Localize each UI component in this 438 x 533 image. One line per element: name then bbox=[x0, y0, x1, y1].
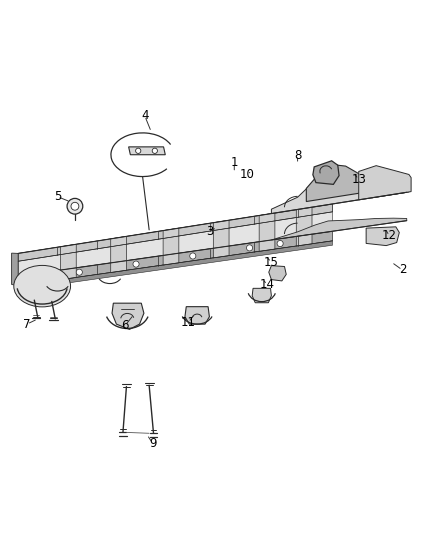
Polygon shape bbox=[366, 227, 399, 246]
Text: 6: 6 bbox=[121, 319, 129, 332]
Polygon shape bbox=[359, 166, 411, 200]
Polygon shape bbox=[18, 204, 332, 261]
Circle shape bbox=[133, 261, 139, 267]
Circle shape bbox=[152, 148, 157, 154]
Polygon shape bbox=[213, 220, 229, 258]
Circle shape bbox=[247, 245, 253, 251]
Polygon shape bbox=[252, 288, 272, 303]
Polygon shape bbox=[272, 172, 407, 214]
Polygon shape bbox=[12, 253, 18, 286]
Polygon shape bbox=[306, 165, 367, 201]
Text: 11: 11 bbox=[181, 316, 196, 329]
Polygon shape bbox=[313, 161, 339, 184]
Polygon shape bbox=[185, 306, 209, 324]
Text: 10: 10 bbox=[240, 168, 255, 181]
Polygon shape bbox=[112, 303, 144, 329]
Polygon shape bbox=[18, 241, 332, 290]
Polygon shape bbox=[111, 236, 127, 272]
Polygon shape bbox=[163, 228, 179, 265]
Circle shape bbox=[67, 198, 83, 214]
Text: 9: 9 bbox=[149, 437, 156, 450]
Text: 4: 4 bbox=[141, 109, 148, 123]
Text: 5: 5 bbox=[54, 190, 61, 203]
Polygon shape bbox=[372, 183, 409, 198]
Polygon shape bbox=[269, 265, 286, 281]
Circle shape bbox=[71, 203, 79, 210]
Circle shape bbox=[136, 148, 141, 154]
Text: 14: 14 bbox=[260, 278, 275, 292]
Text: 8: 8 bbox=[294, 149, 301, 161]
Polygon shape bbox=[272, 218, 407, 240]
Polygon shape bbox=[296, 207, 312, 246]
Text: 13: 13 bbox=[351, 173, 366, 185]
Polygon shape bbox=[259, 213, 275, 252]
Text: 3: 3 bbox=[207, 225, 214, 238]
Polygon shape bbox=[18, 231, 332, 286]
Circle shape bbox=[190, 253, 196, 259]
Text: 2: 2 bbox=[399, 263, 406, 277]
Text: 15: 15 bbox=[264, 256, 279, 269]
Polygon shape bbox=[129, 147, 165, 155]
Ellipse shape bbox=[14, 265, 71, 307]
Text: 1: 1 bbox=[230, 156, 238, 169]
Polygon shape bbox=[60, 244, 76, 280]
Polygon shape bbox=[18, 204, 332, 276]
Circle shape bbox=[277, 240, 283, 247]
Circle shape bbox=[76, 269, 82, 275]
Text: 12: 12 bbox=[382, 229, 397, 243]
Text: 7: 7 bbox=[23, 318, 31, 330]
